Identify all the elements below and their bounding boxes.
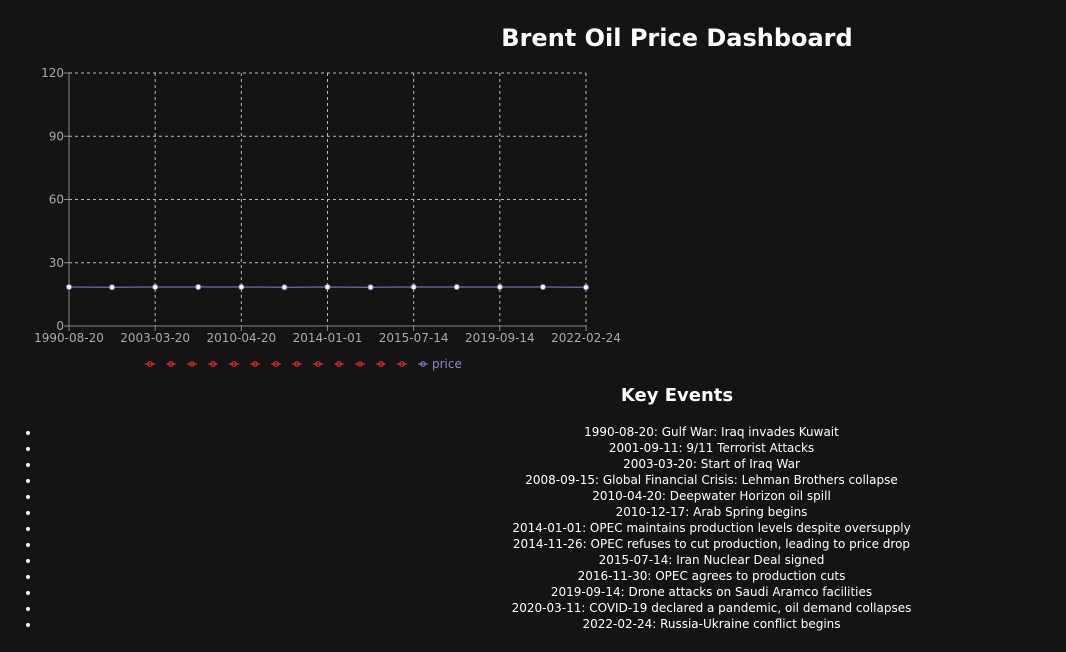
legend-marker-dot bbox=[294, 361, 300, 367]
event-item: 2008-09-15: Global Financial Crisis: Leh… bbox=[40, 472, 1066, 488]
data-point bbox=[496, 283, 503, 290]
price-chart: 0 30 60 90 120 1990-08-20 2003-03-20 2010-04-20… bbox=[34, 66, 621, 371]
event-item: 2019-09-14: Drone attacks on Saudi Aramc… bbox=[40, 584, 1066, 600]
data-point bbox=[281, 284, 288, 291]
legend-marker-dot bbox=[357, 361, 363, 367]
legend-swatch-dot bbox=[420, 361, 426, 367]
x-tick-label: 1990-08-20 bbox=[34, 331, 104, 345]
data-point bbox=[66, 283, 72, 290]
x-tick-label: 2019-09-14 bbox=[465, 331, 535, 345]
data-point bbox=[410, 283, 417, 290]
legend-marker-dot bbox=[273, 361, 279, 367]
events-list: 1990-08-20: Gulf War: Iraq invades Kuwai… bbox=[0, 424, 1066, 632]
y-tick-label: 90 bbox=[49, 129, 64, 143]
x-tick-label: 2014-01-01 bbox=[293, 331, 363, 345]
legend-marker-dot bbox=[315, 361, 321, 367]
data-point bbox=[453, 283, 460, 290]
legend-marker-dot bbox=[147, 361, 153, 367]
y-tick-label: 0 bbox=[56, 319, 64, 333]
data-point bbox=[238, 283, 245, 290]
x-tick-label: 2003-03-20 bbox=[120, 331, 190, 345]
event-item: 2010-04-20: Deepwater Horizon oil spill bbox=[40, 488, 1066, 504]
event-item: 2010-12-17: Arab Spring begins bbox=[40, 504, 1066, 520]
legend-marker-dot bbox=[252, 361, 258, 367]
event-item: 2001-09-11: 9/11 Terrorist Attacks bbox=[40, 440, 1066, 456]
data-point bbox=[583, 284, 589, 291]
data-point bbox=[109, 284, 116, 291]
x-tick-label: 2015-07-14 bbox=[379, 331, 449, 345]
event-item: 2022-02-24: Russia-Ukraine conflict begi… bbox=[40, 616, 1066, 632]
event-item: 1990-08-20: Gulf War: Iraq invades Kuwai… bbox=[40, 424, 1066, 440]
event-item: 2014-11-26: OPEC refuses to cut producti… bbox=[40, 536, 1066, 552]
data-point bbox=[152, 283, 159, 290]
event-item: 2015-07-14: Iran Nuclear Deal signed bbox=[40, 552, 1066, 568]
data-point bbox=[195, 283, 202, 290]
legend-marker-dot bbox=[168, 361, 174, 367]
event-item: 2014-01-01: OPEC maintains production le… bbox=[40, 520, 1066, 536]
y-tick-label: 30 bbox=[49, 256, 64, 270]
event-item: 2020-03-11: COVID-19 declared a pandemic… bbox=[40, 600, 1066, 616]
legend-label: price bbox=[432, 357, 462, 371]
event-item: 2016-11-30: OPEC agrees to production cu… bbox=[40, 568, 1066, 584]
data-point bbox=[367, 284, 374, 291]
legend-marker-dot bbox=[378, 361, 384, 367]
y-tick-label: 60 bbox=[49, 193, 64, 207]
event-item: 2003-03-20: Start of Iraq War bbox=[40, 456, 1066, 472]
x-tick-label: 2010-04-20 bbox=[206, 331, 276, 345]
events-heading: Key Events bbox=[620, 385, 734, 406]
page-title: Brent Oil Price Dashboard bbox=[501, 24, 853, 52]
legend-marker-dot bbox=[189, 361, 195, 367]
legend-marker-dot bbox=[336, 361, 342, 367]
data-point bbox=[539, 283, 546, 290]
y-tick-label: 120 bbox=[41, 66, 64, 80]
x-tick-label: 2022-02-24 bbox=[551, 331, 621, 345]
legend-marker-dot bbox=[399, 361, 405, 367]
legend-marker-dot bbox=[210, 361, 216, 367]
data-point bbox=[324, 283, 331, 290]
legend-marker-dot bbox=[231, 361, 237, 367]
